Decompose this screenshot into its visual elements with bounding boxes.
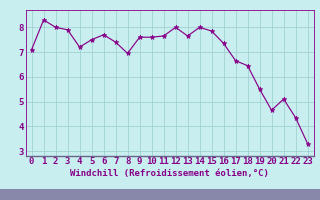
X-axis label: Windchill (Refroidissement éolien,°C): Windchill (Refroidissement éolien,°C) [70, 169, 269, 178]
